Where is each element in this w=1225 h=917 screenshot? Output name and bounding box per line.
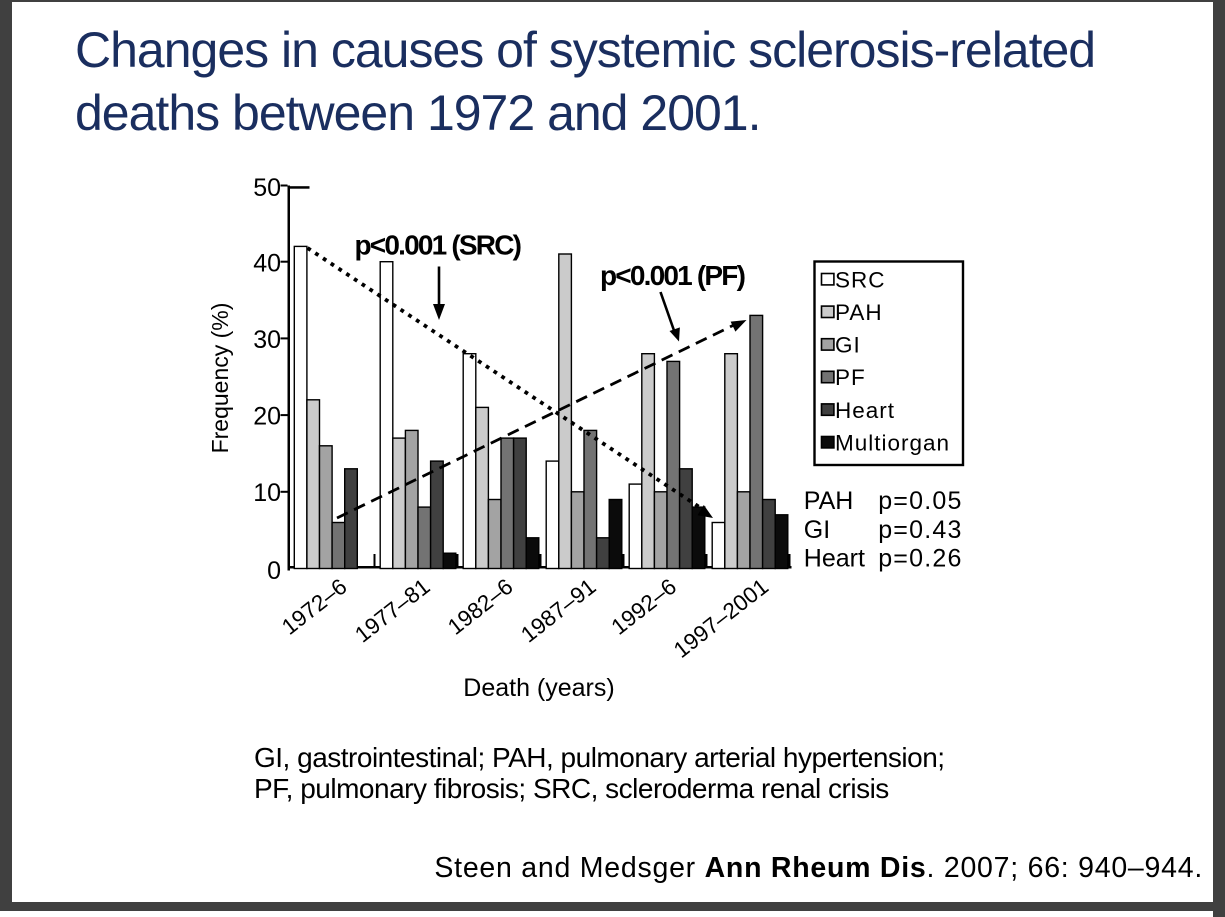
svg-text:p<0.001 (PF): p<0.001 (PF)	[600, 260, 745, 291]
svg-text:1992–6: 1992–6	[607, 574, 682, 640]
svg-text:SRC: SRC	[835, 267, 886, 292]
svg-text:p<0.001 (SRC): p<0.001 (SRC)	[355, 230, 521, 261]
svg-text:PAH: PAH	[804, 487, 854, 515]
svg-text:GI: GI	[804, 516, 830, 544]
svg-text:1972–6: 1972–6	[277, 574, 352, 640]
svg-text:Death (years): Death (years)	[463, 674, 614, 702]
svg-text:1987–91: 1987–91	[516, 574, 600, 648]
svg-text:Frequency (%): Frequency (%)	[207, 303, 233, 454]
svg-text:p=0.43: p=0.43	[878, 516, 962, 544]
svg-text:GI: GI	[835, 333, 861, 358]
svg-text:40: 40	[253, 250, 281, 278]
svg-text:Heart: Heart	[835, 398, 895, 423]
svg-text:Heart: Heart	[804, 544, 865, 572]
svg-text:PF: PF	[835, 365, 866, 390]
svg-text:50: 50	[253, 174, 281, 202]
svg-text:0: 0	[267, 557, 281, 585]
svg-text:1997–2001: 1997–2001	[669, 574, 773, 663]
svg-text:1982–6: 1982–6	[443, 574, 518, 640]
svg-text:20: 20	[253, 403, 281, 431]
svg-text:1977–81: 1977–81	[350, 574, 434, 648]
svg-text:p=0.05: p=0.05	[878, 487, 962, 515]
svg-text:10: 10	[253, 479, 281, 507]
svg-text:Multiorgan: Multiorgan	[835, 430, 950, 455]
svg-text:30: 30	[253, 326, 281, 354]
svg-text:p=0.26: p=0.26	[878, 544, 962, 572]
svg-text:PAH: PAH	[835, 300, 883, 325]
